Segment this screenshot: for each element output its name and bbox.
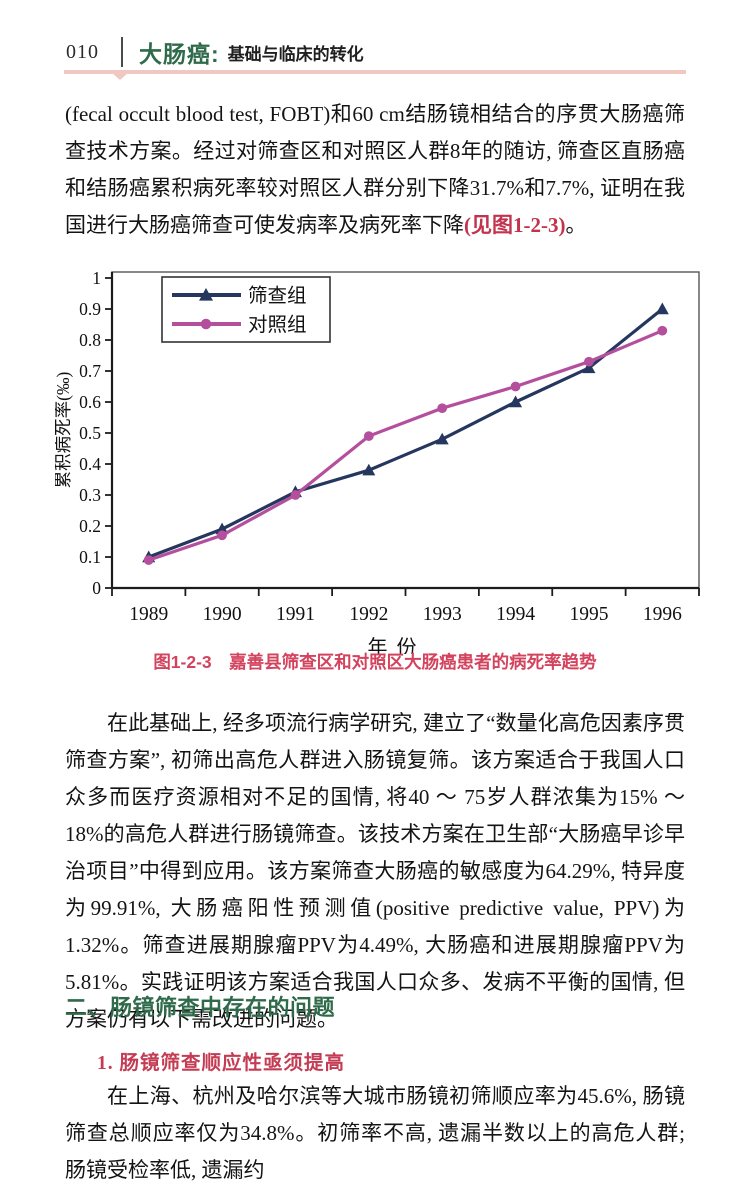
book-subtitle: 基础与临床的转化	[227, 44, 364, 64]
paragraph-fobt-text: (fecal occult blood test, FOBT)和60 cm结肠镜…	[65, 102, 685, 237]
y-tick-labels: 0 0.1 0.2 0.3 0.4 0.5 0.6 0.7 0.8 0.9 1	[79, 268, 112, 598]
header-rule-notch	[112, 73, 128, 80]
svg-text:对照组: 对照组	[248, 314, 307, 336]
section-heading-problems: 二、肠镜筛查中存在的问题	[65, 995, 336, 1020]
svg-text:0.8: 0.8	[79, 330, 101, 350]
subsection-heading-compliance: 1. 肠镜筛查顺应性亟须提高	[97, 1053, 346, 1074]
svg-text:1990: 1990	[203, 604, 242, 625]
svg-text:1989: 1989	[129, 604, 168, 625]
book-title: 大肠癌:	[139, 41, 220, 67]
figure-1-2-3-chart: 0 0.1 0.2 0.3 0.4 0.5 0.6 0.7 0.8 0.9 1 1989 1990 199…	[53, 262, 705, 659]
paragraph-fobt: (fecal occult blood test, FOBT)和60 cm结肠镜…	[65, 96, 685, 244]
header-divider	[121, 37, 123, 67]
svg-text:1: 1	[92, 268, 101, 288]
svg-text:1996: 1996	[643, 604, 682, 625]
svg-text:1991: 1991	[276, 604, 315, 625]
header-rule-bar	[64, 70, 686, 74]
svg-text:1995: 1995	[569, 604, 608, 625]
svg-text:0.4: 0.4	[79, 454, 101, 474]
x-tick-labels: 1989 1990 1991 1992 1993 1994 1995 1996	[111, 588, 700, 625]
mortality-trend-line-chart: 0 0.1 0.2 0.3 0.4 0.5 0.6 0.7 0.8 0.9 1 1989 1990 199…	[53, 268, 700, 659]
svg-text:0.5: 0.5	[79, 423, 101, 443]
svg-text:0.2: 0.2	[79, 516, 101, 536]
svg-text:0.1: 0.1	[79, 547, 101, 567]
svg-text:0.6: 0.6	[79, 392, 101, 412]
svg-text:1992: 1992	[349, 604, 388, 625]
svg-text:0.7: 0.7	[79, 361, 101, 381]
x-axis-title: 年份	[368, 636, 426, 654]
svg-text:0: 0	[92, 578, 101, 598]
svg-text:0.3: 0.3	[79, 485, 101, 505]
paragraph-scheme: 在此基础上, 经多项流行病学研究, 建立了“数量化高危因素序贯筛查方案”, 初筛…	[65, 711, 685, 1031]
svg-text:1993: 1993	[423, 604, 462, 625]
svg-text:1994: 1994	[496, 604, 535, 625]
figure-caption: 图1-2-3 嘉善县筛查区和对照区大肠癌患者的病死率趋势	[153, 652, 597, 672]
page-number: 010	[66, 40, 99, 63]
y-axis-title: 累积病死率(‰)	[55, 372, 73, 489]
page-header: 010 大肠癌: 基础与临床的转化	[66, 36, 686, 68]
figure-reference: (见图1-2-3)	[464, 213, 566, 237]
svg-text:0.9: 0.9	[79, 299, 101, 319]
header-rule	[64, 70, 686, 80]
paragraph-fobt-period: 。	[565, 213, 587, 237]
series-对照组	[143, 325, 668, 565]
paragraph-compliance: 在上海、杭州及哈尔滨等大城市肠镜初筛顺应率为45.6%, 肠镜筛查总顺应率仅为3…	[65, 1084, 685, 1182]
svg-text:筛查组: 筛查组	[248, 285, 307, 307]
